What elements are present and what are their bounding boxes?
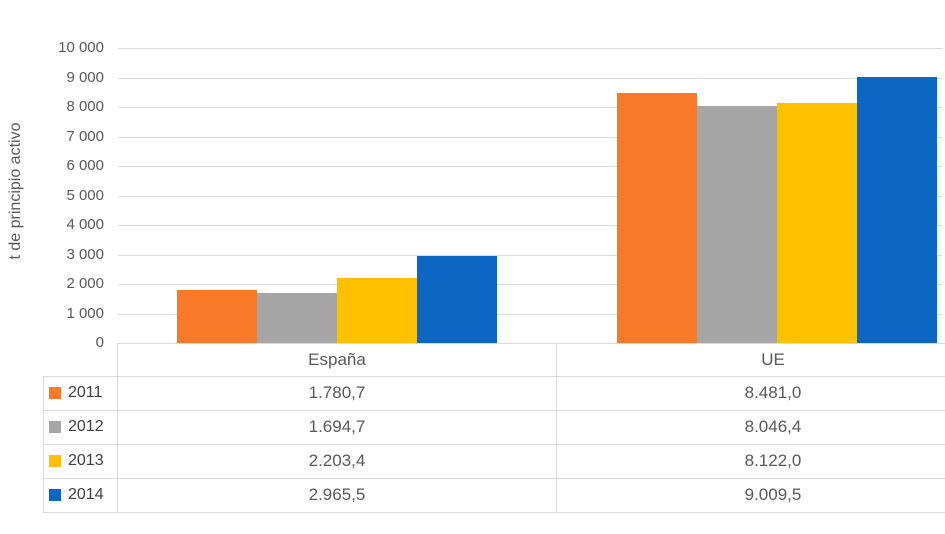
y-tick-label: 4 000 xyxy=(66,216,104,233)
legend-year-label: 2011 xyxy=(68,384,103,401)
bar-2014-espana xyxy=(416,255,497,343)
gridline xyxy=(118,284,942,285)
table-row-border xyxy=(43,444,945,445)
bar-2012-ue xyxy=(696,105,777,343)
legend-year-label: 2014 xyxy=(68,486,104,503)
legend-item-2011: 2011 xyxy=(43,376,118,410)
gridline xyxy=(118,313,942,315)
y-tick-label: 3 000 xyxy=(66,245,104,263)
bar-2012-espana xyxy=(256,293,337,343)
gridline xyxy=(118,77,942,79)
y-tick-label: 8 000 xyxy=(66,98,104,115)
y-tick-label: 9 000 xyxy=(66,68,104,86)
column-header-espana: España xyxy=(308,350,366,369)
y-axis-title: t de principio activo xyxy=(7,122,24,260)
y-tick-label: 10 000 xyxy=(58,39,104,56)
table-value-cell: 8.122,0 xyxy=(744,451,802,470)
bar-2011-ue xyxy=(616,92,697,343)
bar-2013-espana xyxy=(336,277,417,343)
legend-column-left-border xyxy=(43,376,44,512)
table-column-divider xyxy=(556,343,557,512)
bar-2013-ue xyxy=(776,103,857,343)
y-tick-label: 6 000 xyxy=(66,157,104,174)
legend-item-2014: 2014 xyxy=(43,478,118,512)
table-value-cell: 2.203,4 xyxy=(308,451,366,470)
table-row-border xyxy=(43,512,945,513)
legend-year-label: 2012 xyxy=(68,418,104,435)
legend-swatch-2012 xyxy=(49,421,61,433)
legend-year-label: 2013 xyxy=(68,452,104,469)
gridline xyxy=(118,225,942,226)
bar-2014-ue xyxy=(856,77,937,343)
table-row-border xyxy=(43,410,945,411)
table-value-cell: 8.046,4 xyxy=(744,417,802,436)
gridline xyxy=(118,166,942,167)
gridline xyxy=(118,48,942,49)
table-row-border xyxy=(43,478,945,479)
bar-2011-espana xyxy=(176,290,257,343)
gridline xyxy=(118,254,942,256)
table-row-border xyxy=(43,376,945,377)
column-header-ue: UE xyxy=(761,350,785,369)
legend-swatch-2013 xyxy=(49,455,61,467)
y-tick-label: 5 000 xyxy=(66,186,104,204)
legend-item-2012: 2012 xyxy=(43,410,118,444)
gridline xyxy=(118,107,942,108)
y-tick-label: 0 xyxy=(95,334,104,351)
y-tick-label: 2 000 xyxy=(66,275,104,292)
table-value-cell: 9.009,5 xyxy=(744,485,802,504)
legend-item-2013: 2013 xyxy=(43,444,118,478)
y-tick-label: 7 000 xyxy=(66,127,104,145)
y-tick-label: 1 000 xyxy=(66,304,104,322)
table-value-cell: 1.694,7 xyxy=(308,417,366,436)
legend-swatch-2011 xyxy=(49,387,61,399)
table-left-border xyxy=(117,343,118,512)
table-border-top xyxy=(118,343,945,344)
table-value-cell: 2.965,5 xyxy=(308,485,366,504)
legend-swatch-2014 xyxy=(49,489,61,501)
gridline xyxy=(118,195,942,197)
table-value-cell: 1.780,7 xyxy=(308,383,366,402)
table-value-cell: 8.481,0 xyxy=(744,383,802,402)
gridline xyxy=(118,136,942,138)
